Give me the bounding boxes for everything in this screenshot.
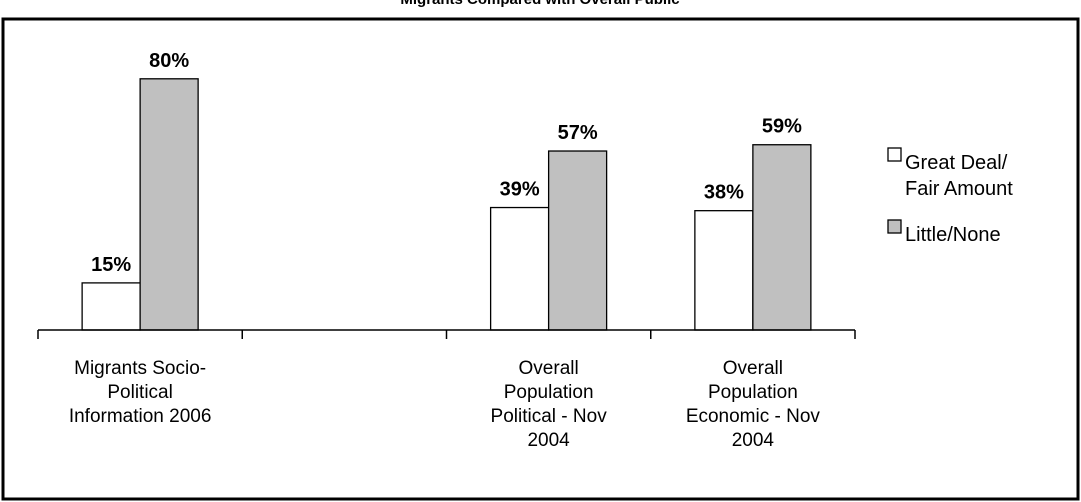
data-label-0-2: 39% [500, 179, 540, 201]
legend-swatch-0 [887, 147, 902, 162]
category-label-0-line-1: Political [107, 382, 172, 403]
plot-border [1, 17, 1080, 501]
data-label-0-0: 15% [91, 254, 131, 276]
legend-swatch-1 [887, 219, 902, 234]
bar-great-deal-3 [694, 210, 754, 331]
bar-great-deal-0 [81, 282, 141, 331]
category-label-3-line-2: Economic - Nov [686, 406, 821, 427]
data-label-1-2: 57% [558, 122, 598, 144]
category-label-3-line-3: 2004 [732, 430, 775, 451]
bar-little-none-0 [139, 78, 199, 331]
category-label-2-line-1: Population [504, 382, 594, 403]
legend: Great Deal/Fair Amount Little/None [887, 147, 1013, 246]
chart-title: Migrants Compared with Overall Public [400, 0, 679, 8]
category-label-3-line-0: Overall [723, 358, 783, 379]
category-label-2-line-3: 2004 [527, 430, 570, 451]
x-axis [37, 329, 856, 339]
bar-little-none-3 [752, 144, 812, 331]
legend-label-0-line-0: Great Deal/ [905, 152, 1008, 174]
legend-label-1-line-0: Little/None [905, 224, 1001, 246]
legend-label-0-line-1: Fair Amount [905, 178, 1013, 200]
category-label-3-line-1: Population [708, 382, 798, 403]
data-label-1-0: 80% [149, 50, 189, 72]
data-label-1-3: 59% [762, 116, 802, 138]
data-labels: 15% 80% 39% 57% 38% 59% [91, 50, 802, 276]
category-label-2-line-0: Overall [519, 358, 579, 379]
bars-layer [81, 78, 812, 331]
category-label-2-line-2: Political - Nov [491, 406, 608, 427]
data-label-0-3: 38% [704, 182, 744, 204]
category-label-0-line-2: Information 2006 [69, 406, 212, 427]
category-labels: Migrants Socio- Political Information 2006… [69, 358, 821, 451]
category-label-0-line-0: Migrants Socio- [74, 358, 206, 379]
bar-little-none-2 [547, 150, 608, 331]
bar-great-deal-2 [489, 206, 550, 331]
